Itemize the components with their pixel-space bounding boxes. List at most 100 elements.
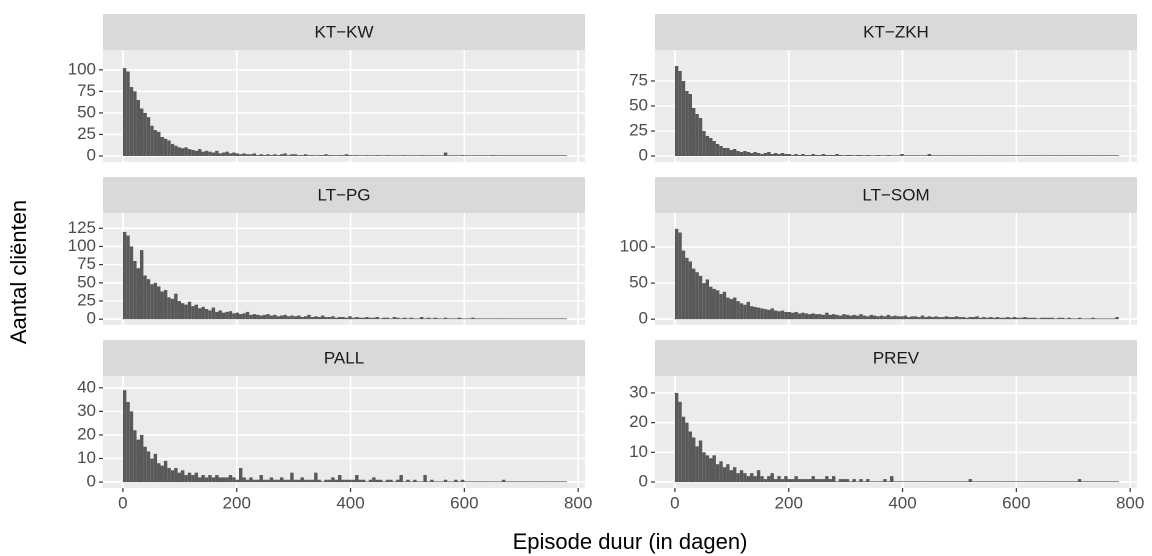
bar: [283, 314, 287, 320]
bar: [525, 318, 530, 320]
bar: [136, 439, 140, 483]
bar: [756, 307, 761, 320]
bar: [1036, 155, 1041, 156]
bar: [746, 301, 751, 320]
bar: [515, 318, 519, 320]
bar: [1088, 155, 1092, 156]
bar: [191, 306, 195, 320]
bar: [726, 464, 730, 483]
strip-background: [655, 340, 1137, 376]
bar: [187, 149, 192, 156]
strip-label: PALL: [324, 348, 364, 367]
bar: [794, 476, 798, 483]
bar: [866, 316, 870, 320]
bar: [344, 154, 349, 156]
bar: [763, 153, 768, 156]
bar: [133, 91, 137, 156]
bar: [553, 481, 557, 483]
bar: [529, 318, 533, 320]
bar: [814, 155, 819, 156]
bar: [378, 479, 383, 483]
bar: [365, 481, 369, 483]
bar: [838, 315, 843, 320]
bar: [1012, 481, 1017, 483]
bar: [1091, 317, 1095, 320]
bar: [968, 479, 972, 483]
bar: [563, 481, 567, 483]
bar: [1012, 317, 1017, 320]
bar: [136, 99, 140, 156]
y-tick-label: 0: [87, 145, 96, 164]
bar: [361, 479, 366, 483]
bar: [1115, 481, 1119, 483]
bar: [982, 481, 986, 483]
bar: [709, 458, 713, 483]
bar: [968, 317, 972, 320]
bar: [739, 152, 744, 156]
bar: [958, 481, 962, 483]
bar: [961, 155, 966, 156]
bar: [419, 481, 424, 483]
bar: [978, 155, 983, 156]
bar: [334, 317, 339, 320]
bar: [303, 479, 308, 483]
bar: [525, 481, 530, 483]
bar: [876, 481, 880, 483]
bar: [488, 155, 492, 156]
bar: [944, 155, 949, 156]
bar: [1006, 481, 1010, 483]
bar: [750, 153, 754, 156]
bar: [351, 317, 356, 320]
bar: [688, 94, 692, 156]
bar: [920, 155, 925, 156]
bar: [539, 318, 543, 320]
bar: [879, 155, 884, 156]
bar: [1067, 155, 1071, 156]
bar: [811, 154, 815, 156]
bar: [695, 272, 699, 320]
y-tick-label: 0: [639, 472, 648, 491]
bar: [927, 154, 931, 156]
bar: [879, 315, 884, 320]
bar: [143, 112, 147, 156]
y-tick-label: 10: [629, 442, 648, 461]
bar: [378, 155, 383, 156]
bar: [886, 155, 891, 156]
bar: [235, 153, 240, 156]
bar: [402, 317, 407, 320]
bar: [702, 452, 706, 483]
bar: [831, 476, 836, 483]
bar: [129, 87, 134, 156]
bar: [215, 475, 219, 483]
bar: [290, 472, 294, 483]
bar: [170, 143, 175, 156]
bar: [184, 304, 188, 320]
bar: [985, 155, 990, 156]
bar: [876, 155, 880, 156]
bar: [256, 314, 260, 320]
bar: [122, 390, 127, 483]
bar: [930, 155, 935, 156]
bar: [941, 481, 945, 483]
bar: [235, 312, 240, 320]
bar: [385, 317, 390, 320]
strip-label: PREV: [873, 348, 920, 367]
bar: [978, 481, 983, 483]
bar: [355, 317, 359, 320]
bar: [773, 310, 778, 320]
x-tick-label: 600: [450, 493, 478, 512]
bar: [355, 155, 359, 156]
bar: [187, 472, 192, 483]
bar: [293, 154, 298, 156]
bar: [419, 155, 424, 156]
bar: [729, 470, 733, 483]
bar: [460, 479, 465, 483]
bar: [133, 430, 137, 483]
bar: [228, 153, 233, 156]
bar: [1091, 481, 1095, 483]
bar: [948, 155, 952, 156]
bar: [808, 314, 812, 320]
bar: [849, 155, 853, 156]
bar: [290, 154, 294, 156]
bar: [760, 308, 764, 320]
